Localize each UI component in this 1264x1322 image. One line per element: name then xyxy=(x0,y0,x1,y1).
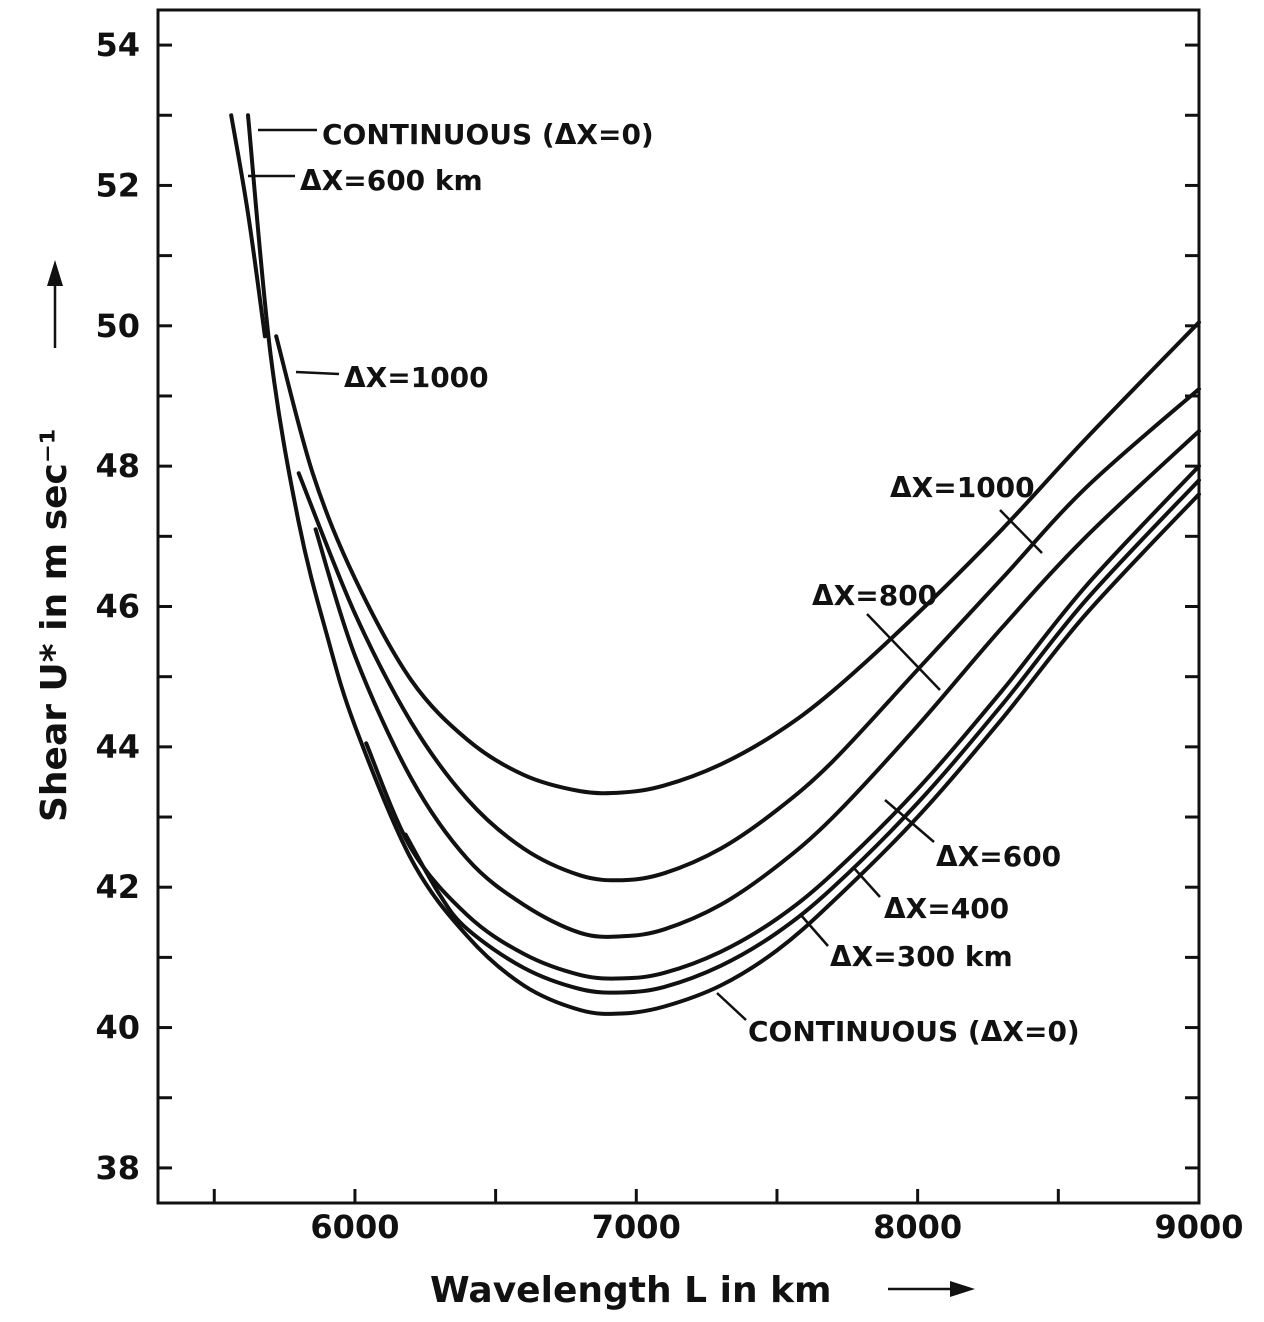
x-tick-label: 9000 xyxy=(1154,1208,1243,1246)
y-tick-label: 50 xyxy=(95,307,140,345)
annotation-leader-line xyxy=(852,866,881,898)
series-line-continuous-dxx-0 xyxy=(246,113,1201,1016)
annotation-label-continuous-dxx-0: CONTINUOUS (ΔX=0) xyxy=(322,118,654,151)
x-axis-arrow-head xyxy=(950,1281,975,1297)
y-axis-arrow-head xyxy=(47,260,63,286)
y-tick-label: 48 xyxy=(95,447,140,485)
annotation-leader-line xyxy=(866,613,941,691)
annotation-label-dxx-600: ΔX=600 xyxy=(936,840,1061,873)
y-tick-label: 42 xyxy=(95,868,140,906)
annotation-label-dxx-1000: ΔX=1000 xyxy=(890,471,1035,504)
annotation-leader-line xyxy=(716,992,747,1021)
y-tick-label: 40 xyxy=(95,1009,140,1047)
series-line-dxx-400 xyxy=(364,464,1201,981)
annotation-label-dxx-800: ΔX=800 xyxy=(812,579,937,612)
annotation-label-continuous-dxx-0: CONTINUOUS (ΔX=0) xyxy=(748,1015,1080,1048)
series-line-dxx-1000 xyxy=(274,320,1201,796)
y-tick-label: 44 xyxy=(95,728,140,766)
series-line-dxx-300-km xyxy=(403,478,1201,995)
annotation-leader-line xyxy=(295,370,340,376)
annotation-label-dxx-600-km: ΔX=600 km xyxy=(300,164,483,197)
axis-tick-labels: 38 40 42 44 46 48 50 52 54 6000 7000 8000 9000 xyxy=(95,26,1243,1246)
y-tick-label: 38 xyxy=(95,1149,140,1187)
annotation-label-dxx-1000: ΔX=1000 xyxy=(344,361,489,394)
axis-ticks xyxy=(158,43,1201,1203)
annotation-leader-line xyxy=(799,913,829,947)
x-tick-label: 8000 xyxy=(873,1208,962,1246)
x-tick-label: 7000 xyxy=(592,1208,681,1246)
annotation-label-dxx-300-km: ΔX=300 km xyxy=(830,940,1013,973)
curve-annotations: CONTINUOUS (ΔX=0) ΔX=600 km ΔX=1000 ΔX=1000… xyxy=(248,118,1080,1048)
y-tick-label: 54 xyxy=(95,26,140,64)
annotation-leader-line xyxy=(884,799,935,843)
y-tick-label: 52 xyxy=(95,166,140,204)
y-tick-label: 46 xyxy=(95,588,140,626)
annotation-leader-line xyxy=(999,509,1043,554)
x-tick-label: 6000 xyxy=(310,1208,399,1246)
series-line-dxx-600 xyxy=(313,429,1201,939)
series-line-dxx-600-km xyxy=(229,113,267,339)
y-axis-title: Shear U* in m sec⁻¹ xyxy=(34,428,75,822)
x-axis-title: Wavelength L in km xyxy=(430,1270,832,1311)
annotation-label-dxx-400: ΔX=400 xyxy=(884,892,1009,925)
series-curves xyxy=(229,113,1201,1016)
series-line-dxx-800 xyxy=(296,387,1201,883)
